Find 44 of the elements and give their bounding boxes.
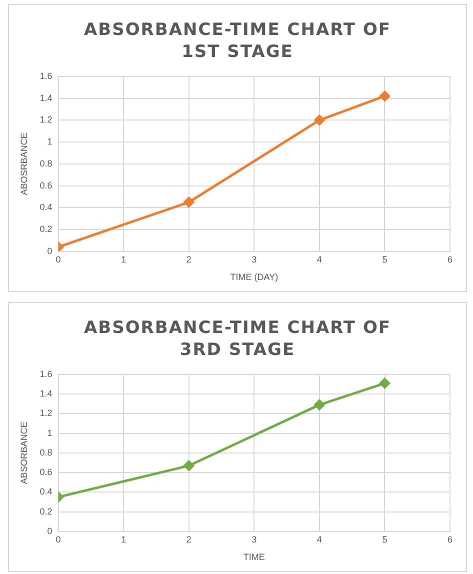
y-tick-label: 0.8 xyxy=(40,447,52,458)
y-tick-label: 1.4 xyxy=(40,92,52,103)
point xyxy=(184,196,194,208)
x-tick-label: 2 xyxy=(186,254,192,264)
y-tick-label: 1 xyxy=(47,428,52,438)
x-tick-label: 6 xyxy=(447,254,453,264)
y-tick-label: 0.4 xyxy=(40,486,52,497)
y-tick-label: 0.2 xyxy=(40,224,52,234)
x-tick-label: 0 xyxy=(56,534,61,544)
y-tick-label: 1.6 xyxy=(40,70,52,81)
chart-title: ABSORBANCE-TIME CHART OF 1ST STAGE xyxy=(82,19,392,63)
y-tick-label: 0 xyxy=(47,526,52,536)
y-tick-label: 0.6 xyxy=(40,467,52,478)
y-tick-label: 0.2 xyxy=(40,506,52,516)
x-axis-title: TIME xyxy=(243,552,265,562)
y-tick-label: 0 xyxy=(47,246,52,256)
x-tick-label: 2 xyxy=(186,534,192,544)
y-axis-title: ABSORBANCE xyxy=(18,422,29,484)
y-tick-label: 1.2 xyxy=(40,114,52,125)
y-tick-label: 0.4 xyxy=(40,202,52,212)
x-axis-title: TIME (DAY) xyxy=(230,272,278,282)
y-tick-label: 1.6 xyxy=(40,368,52,379)
point xyxy=(184,460,194,471)
point xyxy=(379,378,390,388)
y-axis-title: ABOSRBANCE xyxy=(18,132,29,196)
point xyxy=(379,90,390,102)
point xyxy=(314,114,325,126)
x-tick-label: 1 xyxy=(121,254,126,264)
chart-title: ABSORBANCE-TIME CHART OF 3RD STAGE xyxy=(82,317,392,361)
x-tick-label: 3 xyxy=(252,254,257,264)
x-tick-label: 6 xyxy=(447,534,453,544)
x-tick-label: 4 xyxy=(316,534,322,544)
x-tick-label: 0 xyxy=(56,254,61,264)
y-tick-label: 1.2 xyxy=(40,408,52,418)
x-tick-label: 5 xyxy=(382,534,388,544)
x-tick-label: 3 xyxy=(252,534,257,544)
x-tick-label: 4 xyxy=(316,254,322,264)
y-tick-label: 0.6 xyxy=(40,180,52,190)
y-tick-label: 1.4 xyxy=(40,388,52,399)
x-tick-label: 5 xyxy=(382,254,388,264)
x-tick-label: 1 xyxy=(121,534,126,544)
y-tick-label: 0.8 xyxy=(40,158,52,168)
y-tick-label: 1 xyxy=(47,136,52,147)
point xyxy=(314,400,325,410)
